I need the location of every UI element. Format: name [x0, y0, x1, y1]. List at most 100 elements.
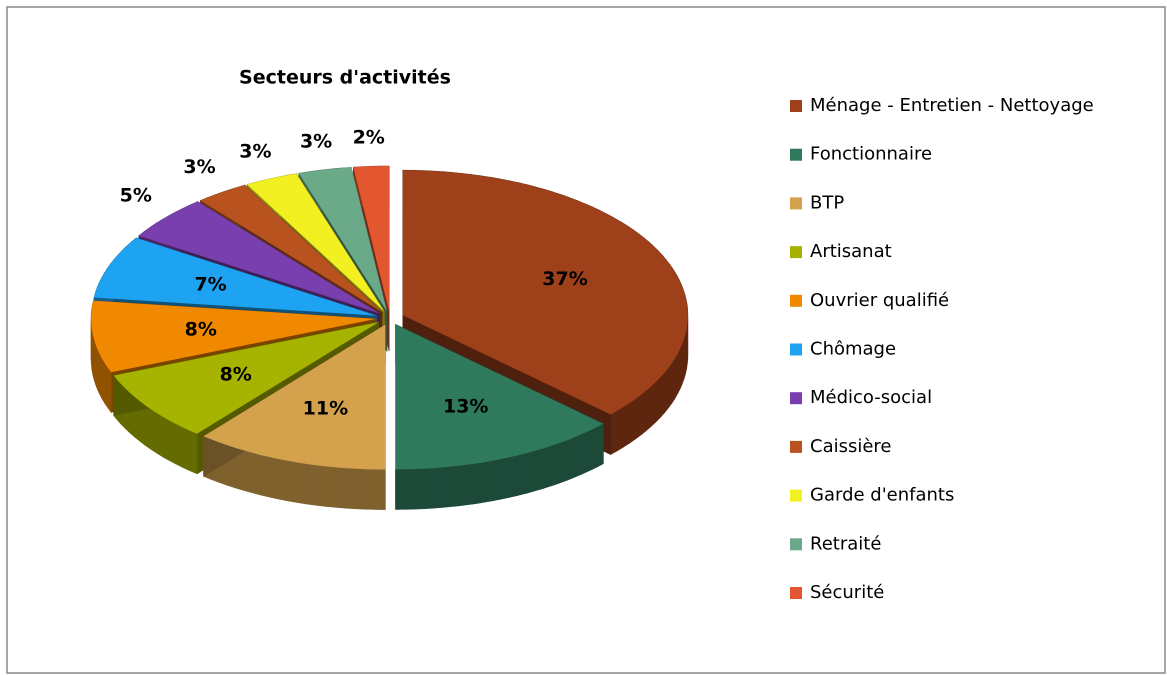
slice-side	[345, 467, 357, 510]
data-label: 3%	[183, 156, 215, 178]
legend-label: Artisanat	[810, 241, 892, 262]
slice-side	[551, 442, 560, 487]
legend-label: Ouvrier qualifié	[810, 290, 949, 311]
data-label: 3%	[239, 140, 271, 162]
slice-side	[424, 467, 435, 510]
slice-side	[443, 466, 454, 508]
slice-side	[336, 467, 347, 509]
legend-label: Sécurité	[810, 582, 884, 603]
data-label: 3%	[300, 130, 332, 152]
slice-side	[677, 348, 681, 394]
slice-side	[316, 465, 327, 507]
slice	[138, 201, 380, 314]
slice-side	[517, 452, 527, 496]
legend-label: Retraité	[810, 533, 881, 554]
slice-side	[375, 469, 386, 510]
data-label: 11%	[303, 398, 348, 420]
legend-label: BTP	[810, 192, 844, 213]
slice	[402, 170, 688, 415]
slice-side	[182, 426, 191, 472]
slice-side	[623, 402, 631, 448]
legend-label: Garde d'enfants	[810, 485, 954, 506]
slice-side	[243, 450, 253, 494]
legend-swatch	[790, 489, 802, 502]
slice	[94, 237, 377, 316]
legend-swatch	[790, 440, 802, 453]
slice-side	[567, 436, 576, 481]
slice-side	[101, 357, 105, 405]
slice-side	[145, 404, 152, 450]
slice-side	[542, 445, 552, 489]
legend-swatch	[790, 343, 802, 356]
legend-swatch	[790, 197, 802, 210]
slice	[200, 185, 383, 313]
slice-side	[107, 366, 112, 414]
data-label: 5%	[120, 185, 152, 207]
slice-side	[679, 343, 683, 389]
legend-label: Fonctionnaire	[810, 144, 932, 165]
slice-side	[104, 362, 109, 409]
slice-side	[453, 464, 464, 507]
data-label: 8%	[185, 319, 217, 341]
legend-swatch	[790, 294, 802, 307]
data-label: 13%	[443, 395, 488, 417]
legend-swatch	[790, 587, 802, 599]
slice-side	[655, 376, 661, 423]
legend-label: Ménage - Entretien - Nettoyage	[810, 95, 1094, 116]
slice-side	[156, 412, 164, 458]
slice-side	[574, 433, 583, 478]
slice-side	[646, 385, 652, 432]
slice-side	[471, 462, 482, 505]
slice-side	[635, 394, 642, 440]
slice-side	[270, 456, 280, 500]
slice-side	[326, 466, 337, 508]
slice-side	[297, 462, 308, 505]
data-label: 37%	[542, 268, 587, 290]
slice-side	[288, 460, 299, 503]
slice-side	[150, 408, 158, 454]
slice-side	[668, 362, 673, 409]
legend-swatch	[790, 148, 802, 161]
legend-label: Médico-social	[810, 387, 932, 408]
slice-side	[582, 430, 590, 475]
slice-side	[252, 452, 262, 496]
slice-side	[97, 348, 100, 394]
data-label: 7%	[194, 274, 226, 296]
legend-label: Caissière	[810, 436, 892, 457]
slice-side	[629, 398, 636, 444]
slice-side	[526, 450, 536, 494]
slice-side	[307, 463, 318, 506]
pie: 37% 13% 11% 8%8% 7% 5% 3% 3% 3% 2%	[90, 127, 689, 510]
slice-side	[175, 423, 183, 468]
slice-side	[616, 406, 624, 452]
slice	[91, 300, 377, 373]
data-label: 2%	[353, 127, 385, 149]
slice-side	[610, 410, 618, 456]
slice	[113, 322, 379, 434]
slice-side	[365, 468, 376, 510]
legend-swatch	[790, 392, 802, 405]
slice-side	[651, 381, 657, 427]
slice-side	[261, 454, 271, 498]
slice-side	[596, 423, 604, 468]
slice-side	[189, 430, 198, 475]
slice-side	[99, 353, 103, 399]
chart-title: Secteurs d'activités	[239, 67, 451, 89]
slice-side	[169, 420, 177, 465]
slice-side	[395, 468, 406, 510]
slice-side	[490, 459, 501, 502]
slice-side	[279, 458, 289, 502]
slice-side	[640, 389, 647, 436]
slice-side	[405, 468, 416, 510]
slice-side	[534, 448, 544, 492]
slice-side	[674, 352, 678, 400]
slice	[395, 324, 604, 470]
slice-side	[671, 357, 676, 405]
slice-side	[162, 416, 170, 462]
slice-side	[433, 466, 445, 509]
slice-side	[481, 460, 491, 504]
slice	[298, 167, 387, 312]
slice	[247, 173, 385, 312]
slice-side	[559, 439, 568, 484]
